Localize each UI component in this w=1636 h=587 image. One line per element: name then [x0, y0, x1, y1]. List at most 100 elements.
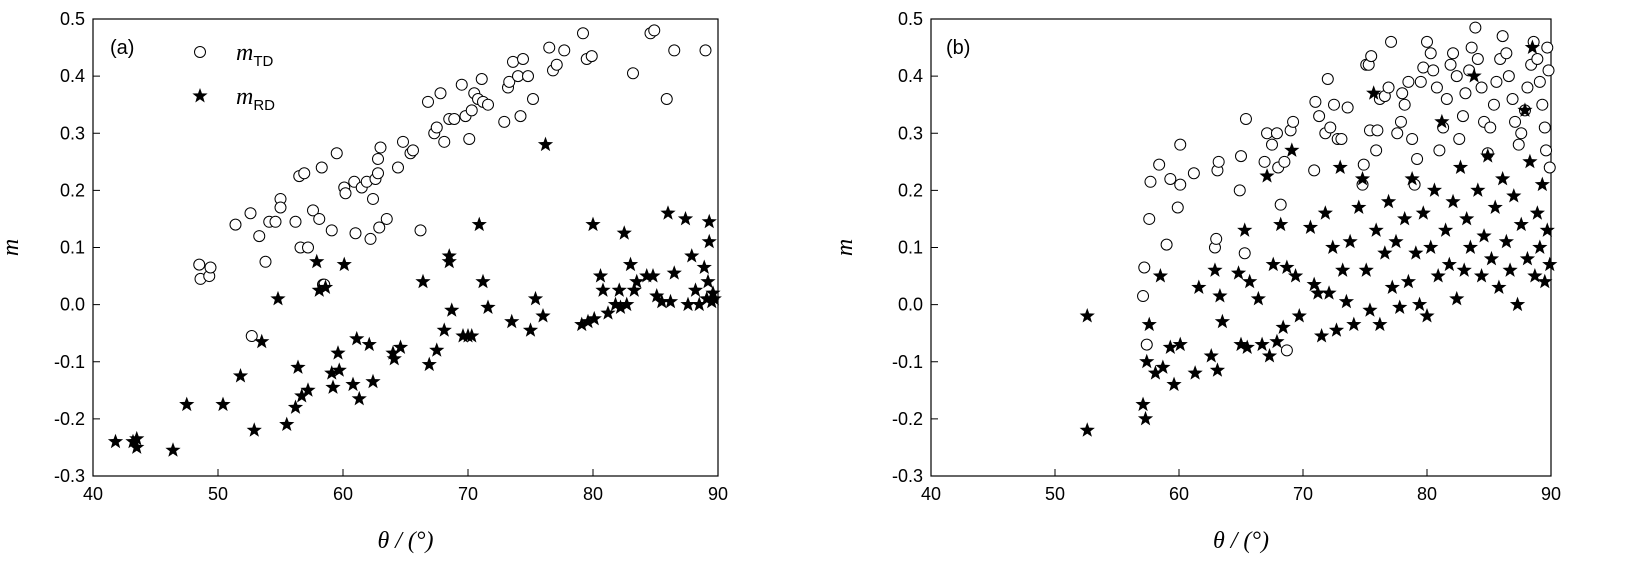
data-point-circle — [430, 121, 443, 134]
y-tick-label: 0.5 — [898, 9, 923, 29]
data-point-star — [1470, 182, 1486, 197]
data-point-star — [1466, 68, 1482, 83]
data-point-star — [1534, 176, 1550, 192]
data-point-circle — [339, 187, 352, 200]
data-point-circle — [1160, 238, 1173, 251]
data-point-star — [619, 296, 635, 312]
data-point-star — [1415, 205, 1431, 220]
data-point-star — [1212, 288, 1228, 303]
data-point-circle — [1430, 81, 1443, 94]
data-point-circle — [517, 52, 529, 65]
data-point-star — [300, 382, 316, 397]
data-point-circle — [1447, 47, 1460, 60]
data-point-circle — [1140, 338, 1153, 351]
data-point-star — [684, 248, 700, 263]
data-point-circle — [1138, 261, 1151, 274]
data-point-star — [1449, 290, 1465, 306]
data-point-star — [1354, 170, 1371, 186]
data-point-star — [392, 339, 409, 354]
data-point-star — [687, 282, 704, 297]
data-point-star — [592, 268, 609, 283]
data-point-star — [622, 256, 639, 272]
data-point-star — [1377, 245, 1393, 260]
data-point-circle — [1233, 184, 1246, 197]
data-point-circle — [1328, 98, 1340, 111]
data-point-circle — [289, 215, 302, 228]
data-point-star — [595, 282, 611, 297]
data-point-star — [1139, 353, 1155, 369]
x-axis-label: θ / (°) — [377, 528, 433, 554]
data-point-circle — [1459, 87, 1472, 100]
data-point-star — [436, 322, 452, 337]
data-point-circle — [1382, 81, 1395, 94]
data-point-circle — [1542, 64, 1555, 77]
y-tick-label: 0.5 — [60, 9, 85, 29]
data-point-star — [1542, 256, 1558, 272]
x-tick-label: 90 — [708, 484, 728, 504]
data-point-star — [645, 268, 661, 283]
data-point-star — [441, 253, 457, 269]
data-point-star — [1423, 239, 1439, 254]
data-point-star — [1079, 308, 1095, 323]
data-point-star — [611, 282, 627, 297]
data-point-star — [1321, 285, 1337, 300]
data-point-star — [1384, 279, 1400, 294]
data-point-circle — [1411, 152, 1424, 165]
data-point-star — [1462, 239, 1479, 254]
data-point-circle — [1398, 98, 1411, 111]
legend-label: mTD — [236, 40, 274, 70]
data-point-circle — [1258, 155, 1271, 168]
legend: mTD mRD — [192, 40, 275, 114]
panel-a: 40 50 60 70 80 90 -0.3 -0.2 -0.1 0.0 0.1 0.2 0.3 0.4 0… — [0, 9, 728, 554]
data-point-star — [351, 390, 367, 406]
data-point-star — [1254, 336, 1270, 352]
data-point-circle — [1417, 61, 1430, 74]
data-point-star — [629, 273, 645, 289]
x-tick-label: 50 — [208, 484, 228, 504]
panel-b: 40 50 60 70 80 90 -0.3 -0.2 -0.1 0.0 0.1 0.2 0.3 0.4 0… — [832, 9, 1561, 554]
data-point-circle — [274, 201, 287, 214]
data-point-star — [696, 259, 712, 274]
data-point-circle — [1427, 64, 1440, 77]
data-point-circle — [475, 72, 488, 85]
data-point-circle — [1487, 98, 1500, 111]
data-point-star — [1310, 285, 1326, 300]
data-point-star — [1491, 279, 1507, 294]
x-tick-label: 60 — [333, 484, 353, 504]
data-point-circle — [1187, 167, 1200, 180]
data-point-star — [475, 273, 491, 289]
data-point-circle — [1385, 35, 1398, 48]
data-point-star — [1275, 319, 1291, 334]
series-m-rd — [1079, 39, 1558, 437]
data-point-star — [1137, 410, 1154, 426]
data-point-circle — [407, 144, 419, 157]
data-point-circle — [367, 192, 379, 205]
data-point-star — [361, 336, 377, 352]
data-point-star — [586, 310, 602, 326]
data-point-star — [1191, 279, 1207, 294]
data-point-star — [1487, 199, 1503, 214]
data-point-star — [1537, 273, 1553, 289]
data-point-circle — [1210, 232, 1223, 245]
data-point-circle — [514, 110, 527, 123]
data-point-circle — [527, 92, 539, 105]
data-point-star — [1506, 188, 1522, 203]
data-point-star — [1397, 210, 1413, 226]
data-point-circle — [372, 152, 384, 165]
data-point-star — [232, 368, 249, 383]
data-point-circle — [1391, 127, 1404, 140]
data-point-star — [1519, 250, 1536, 266]
data-point-circle — [1174, 138, 1187, 151]
data-point-circle — [1235, 150, 1247, 163]
series-m-rd — [107, 136, 722, 457]
data-point-star — [1404, 170, 1420, 186]
data-point-star — [345, 376, 361, 392]
data-point-star — [1480, 148, 1496, 163]
data-point-circle — [1531, 52, 1544, 65]
data-point-circle — [1500, 47, 1513, 60]
data-point-circle — [1143, 212, 1156, 225]
data-point-star — [527, 290, 544, 306]
data-point-circle — [245, 330, 258, 343]
x-tick-label: 40 — [83, 484, 103, 504]
